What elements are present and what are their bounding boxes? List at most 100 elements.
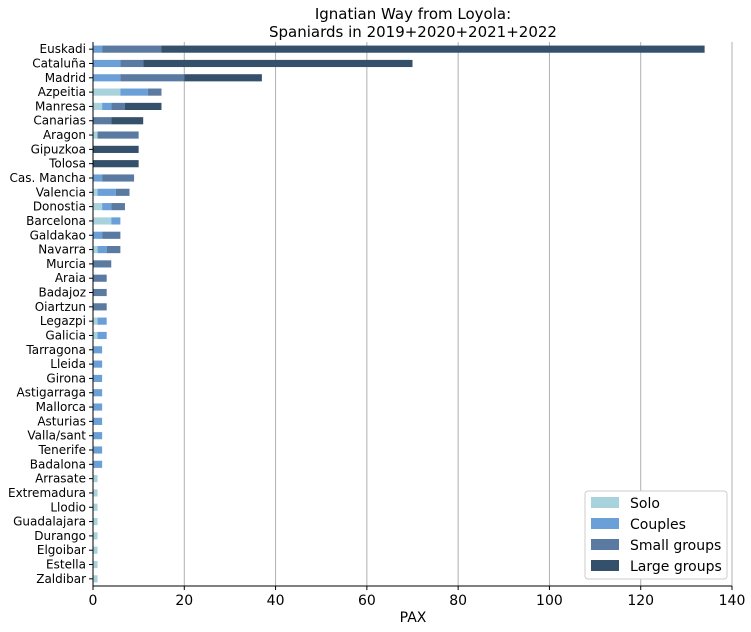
bar-large-groups-2	[184, 74, 262, 82]
bar-small-groups-18	[93, 303, 107, 311]
bar-couples-13	[93, 231, 103, 239]
legend-label-solo: Solo	[630, 496, 660, 512]
bar-solo-20	[93, 331, 98, 340]
bar-solo-3	[93, 88, 121, 96]
bar-solo-37	[93, 575, 98, 583]
bar-solo-4	[93, 102, 103, 110]
legend-label-small-groups: Small groups	[630, 538, 721, 554]
legend-label-couples: Couples	[630, 517, 686, 533]
bar-small-groups-0	[102, 45, 162, 53]
bar-small-groups-13	[102, 231, 121, 239]
x-axis-label: PAX	[400, 610, 427, 626]
x-tick-labels: 0 20 40 60 80 100 120 140	[89, 586, 746, 609]
bar-solo-19	[93, 317, 98, 325]
y-tick-labels: EuskadiCataluñaMadridAzpeitiaManresaCana…	[8, 42, 93, 586]
bar-solo-12	[93, 217, 112, 225]
bar-couples-27	[93, 432, 103, 440]
y-tick-label: Cas. Mancha	[10, 171, 86, 185]
y-tick-label: Araia	[55, 271, 86, 285]
legend-swatch-small-groups	[591, 539, 619, 550]
bar-solo-10	[93, 188, 98, 196]
bar-small-groups-14	[106, 246, 121, 254]
y-tick-label: Gipuzkoa	[31, 142, 86, 156]
bar-solo-6	[93, 131, 98, 139]
bar-small-groups-6	[97, 131, 139, 139]
y-tick-label: Mallorca	[36, 400, 86, 414]
bar-solo-14	[93, 246, 98, 254]
bar-solo-11	[93, 203, 103, 211]
bars	[93, 45, 705, 583]
x-tick-label: 20	[175, 593, 193, 609]
y-tick-label: Navarra	[38, 243, 86, 257]
bar-couples-11	[102, 203, 112, 211]
bar-small-groups-15	[93, 260, 112, 268]
legend-swatch-large-groups	[591, 560, 619, 571]
bar-couples-19	[97, 317, 107, 325]
bar-couples-20	[97, 331, 107, 340]
y-tick-label: Aragon	[43, 128, 86, 142]
legend: Solo Couples Small groups Large groups	[584, 490, 728, 580]
y-tick-label: Galdakao	[30, 228, 86, 242]
y-tick-label: Lleida	[50, 357, 86, 371]
bar-couples-10	[97, 188, 116, 196]
y-tick-label: Valencia	[36, 185, 86, 199]
y-tick-label: Guadalajara	[13, 515, 86, 529]
bar-couples-2	[93, 74, 121, 82]
bar-couples-12	[111, 217, 121, 225]
bar-small-groups-17	[93, 288, 107, 297]
y-tick-label: Asturias	[37, 414, 86, 428]
bar-large-groups-1	[143, 59, 413, 68]
x-tick-label: 80	[449, 593, 467, 609]
bar-couples-3	[120, 88, 148, 96]
bar-solo-32	[93, 503, 98, 511]
bar-large-groups-0	[161, 45, 705, 53]
legend-frame	[584, 490, 728, 580]
y-tick-label: Tenerife	[37, 443, 86, 457]
chart-title-line-1: Ignatian Way from Loyola:	[315, 5, 511, 23]
x-tick-label: 140	[719, 593, 746, 609]
y-tick-label: Cataluña	[32, 56, 86, 70]
y-tick-label: Astigarraga	[17, 386, 86, 400]
bar-couples-14	[97, 246, 107, 254]
y-tick-label: Badalona	[30, 457, 86, 471]
y-tick-label: Canarias	[33, 114, 86, 128]
bar-couples-28	[93, 446, 103, 454]
bar-couples-26	[93, 417, 103, 425]
bar-large-groups-5	[111, 117, 144, 125]
x-tick-label: 120	[627, 593, 654, 609]
bar-solo-30	[93, 475, 98, 483]
y-tick-label: Legazpi	[40, 314, 86, 328]
y-tick-label: Murcia	[46, 257, 86, 271]
bar-couples-29	[93, 460, 103, 468]
x-tick-label: 40	[267, 593, 285, 609]
bar-solo-36	[93, 560, 98, 569]
bar-small-groups-2	[120, 74, 185, 82]
bar-small-groups-5	[93, 117, 112, 125]
y-tick-label: Manresa	[35, 99, 86, 113]
y-tick-label: Elgoibar	[37, 543, 86, 557]
legend-swatch-couples	[591, 518, 619, 529]
bar-couples-22	[93, 360, 103, 368]
bar-small-groups-1	[120, 59, 144, 68]
grid-lines	[183, 42, 733, 586]
bar-small-groups-4	[111, 102, 125, 110]
bar-solo-34	[93, 532, 98, 540]
bar-solo-35	[93, 546, 98, 554]
bar-couples-21	[93, 346, 103, 354]
bar-small-groups-9	[102, 174, 135, 182]
y-tick-label: Oiartzun	[35, 300, 86, 314]
x-tick-label: 100	[536, 593, 563, 609]
bar-small-groups-11	[111, 203, 125, 211]
bar-couples-4	[102, 102, 112, 110]
y-tick-label: Euskadi	[40, 42, 86, 56]
y-tick-label: Azpeitia	[38, 85, 86, 99]
y-tick-label: Tarragona	[25, 343, 86, 357]
bar-couples-9	[93, 174, 103, 182]
y-tick-label: Durango	[34, 529, 86, 543]
y-tick-label: Extremadura	[8, 486, 86, 500]
bar-solo-33	[93, 518, 98, 526]
chart-title-line-2: Spaniards in 2019+2020+2021+2022	[269, 23, 557, 41]
y-tick-label: Donostia	[33, 200, 86, 214]
bar-couples-24	[93, 389, 103, 397]
